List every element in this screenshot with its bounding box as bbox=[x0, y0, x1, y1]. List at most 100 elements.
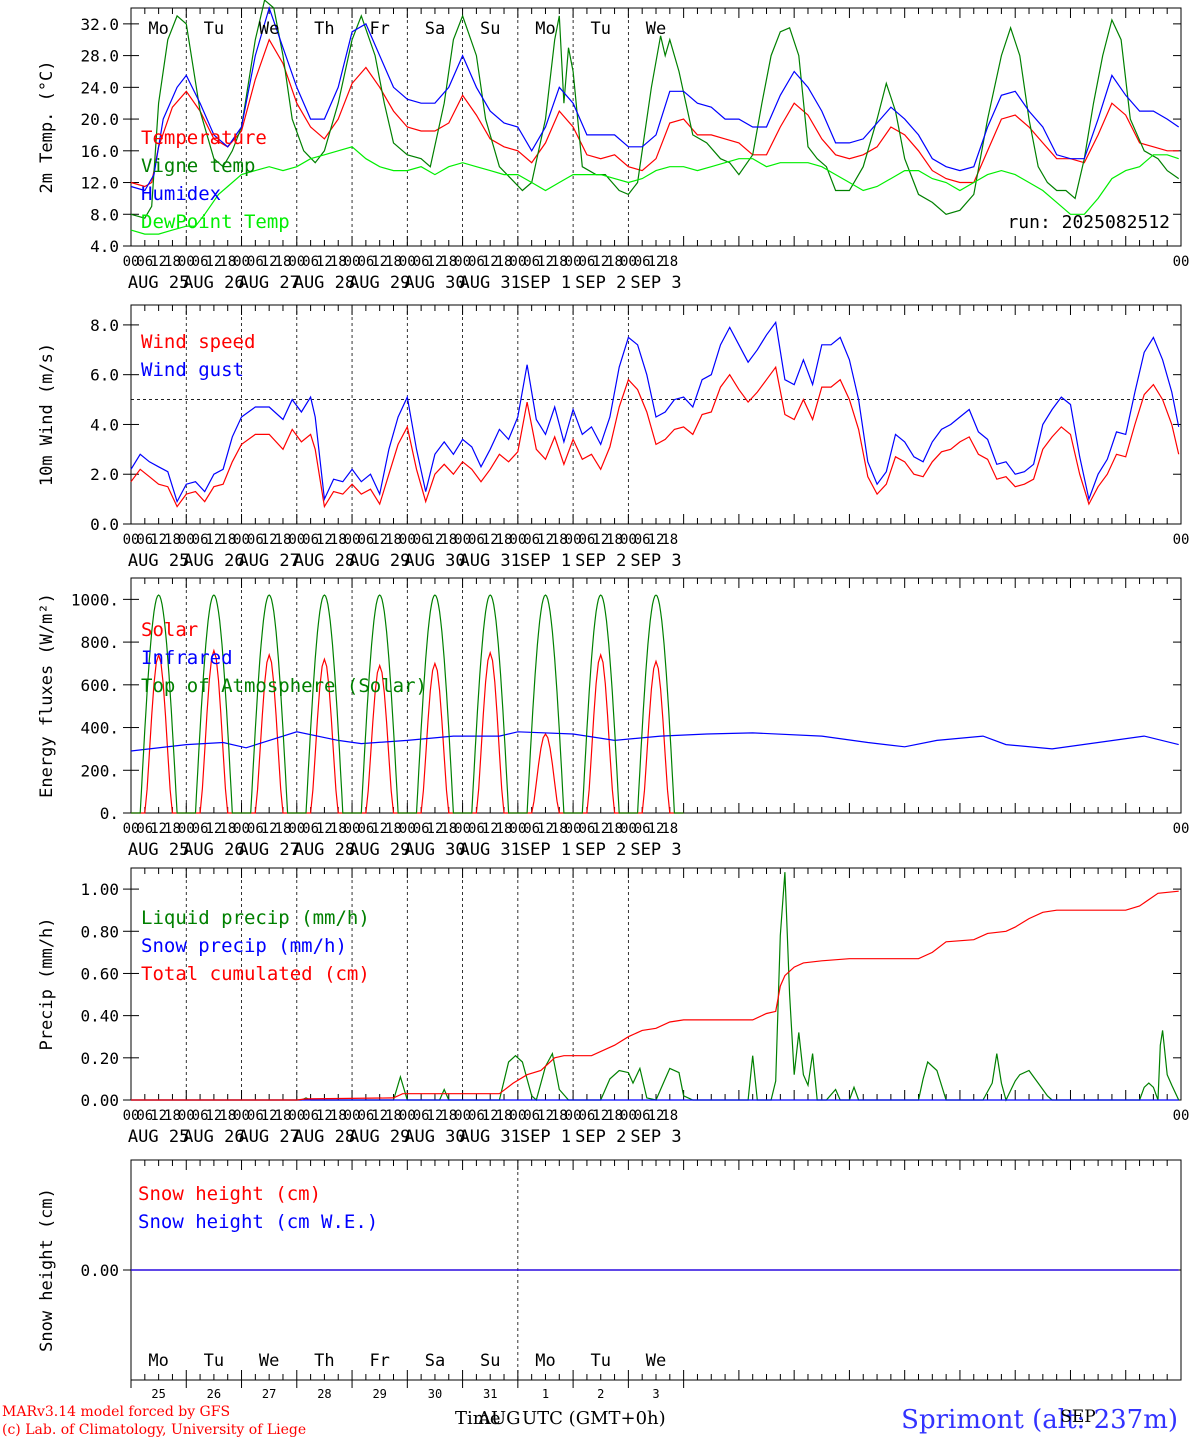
hour-tick-label: 18 bbox=[496, 1108, 513, 1124]
series-humidex bbox=[130, 6, 1180, 192]
weekday-label: Fr bbox=[369, 19, 389, 39]
date-label: AUG 26 bbox=[183, 840, 244, 860]
day-number-label: 25 bbox=[151, 1387, 165, 1401]
hour-tick-label: 00 bbox=[509, 254, 526, 270]
hour-tick-label: 06 bbox=[468, 821, 485, 837]
weekday-label: Sa bbox=[425, 1351, 445, 1371]
legend-entry: DewPoint Temp bbox=[141, 211, 290, 233]
series-wind-speed bbox=[130, 365, 1180, 509]
legend-entry: Top of Atmosphere (Solar) bbox=[141, 675, 427, 697]
y-tick-label: 200. bbox=[80, 761, 119, 780]
hour-tick-label: 12 bbox=[150, 821, 167, 837]
hour-tick-label: 00 bbox=[454, 821, 471, 837]
weekday-label: We bbox=[259, 19, 279, 39]
y-tick-label: 2.0 bbox=[90, 465, 119, 484]
hour-tick-label: 12 bbox=[482, 1108, 499, 1124]
date-label: AUG 28 bbox=[294, 1127, 355, 1147]
hour-tick-label: 12 bbox=[648, 254, 665, 270]
y-tick-label: 0.60 bbox=[80, 964, 119, 983]
hour-tick-label: 12 bbox=[261, 1108, 278, 1124]
hour-tick-label: 18 bbox=[606, 1108, 623, 1124]
weekday-label: Mo bbox=[148, 1351, 168, 1371]
y-tick-label: 0.00 bbox=[80, 1091, 119, 1110]
hour-tick-label: 06 bbox=[302, 821, 319, 837]
date-label: SEP 3 bbox=[630, 273, 681, 293]
hour-tick-label: 06 bbox=[634, 254, 651, 270]
hour-tick-label: 06 bbox=[192, 254, 209, 270]
hour-tick-label: 18 bbox=[496, 254, 513, 270]
day-number-label: 28 bbox=[317, 1387, 331, 1401]
hour-tick-label: 18 bbox=[385, 1108, 402, 1124]
date-label: SEP 3 bbox=[630, 1127, 681, 1147]
hour-tick-label: 06 bbox=[136, 821, 153, 837]
hour-tick-label: 06 bbox=[413, 254, 430, 270]
hour-tick-label: 12 bbox=[537, 821, 554, 837]
weekday-label: Tu bbox=[204, 19, 224, 39]
hour-tick-label: 12 bbox=[261, 254, 278, 270]
weekday-label: Mo bbox=[535, 19, 555, 39]
hour-tick-label: 18 bbox=[164, 532, 181, 548]
hour-tick-label: 12 bbox=[205, 821, 222, 837]
date-label: AUG 25 bbox=[128, 840, 189, 860]
date-label: AUG 31 bbox=[459, 840, 520, 860]
date-label: SEP 2 bbox=[575, 840, 626, 860]
date-label: SEP 3 bbox=[630, 551, 681, 571]
hour-tick-label: 00 bbox=[454, 1108, 471, 1124]
hour-tick-label: 12 bbox=[648, 532, 665, 548]
y-tick-label: 12.0 bbox=[80, 174, 119, 193]
hour-tick-label: 18 bbox=[496, 532, 513, 548]
hour-tick-label: 00 bbox=[123, 254, 140, 270]
hour-tick-label: 00 bbox=[1173, 821, 1190, 837]
y-tick-label: 0.0 bbox=[90, 515, 119, 534]
hour-tick-label: 00 bbox=[178, 254, 195, 270]
hour-tick-label: 18 bbox=[164, 254, 181, 270]
hour-tick-label: 06 bbox=[413, 821, 430, 837]
hour-tick-label: 00 bbox=[288, 821, 305, 837]
hour-tick-label: 18 bbox=[164, 1108, 181, 1124]
hour-tick-label: 06 bbox=[634, 532, 651, 548]
y-axis-title: Snow height (cm) bbox=[37, 1188, 57, 1352]
date-label: AUG 28 bbox=[294, 273, 355, 293]
hour-tick-label: 12 bbox=[150, 532, 167, 548]
hour-tick-label: 18 bbox=[385, 821, 402, 837]
y-axis-title: Energy fluxes (W/m²) bbox=[37, 593, 57, 798]
hour-tick-label: 00 bbox=[344, 254, 361, 270]
meteogram-panels: 4.08.012.016.020.024.028.032.02m Temp. (… bbox=[37, 0, 1189, 1401]
hour-tick-label: 00 bbox=[620, 1108, 637, 1124]
date-label: AUG 30 bbox=[404, 551, 465, 571]
weekday-label: Mo bbox=[535, 1351, 555, 1371]
hour-tick-label: 12 bbox=[592, 254, 609, 270]
weekday-label: We bbox=[259, 1351, 279, 1371]
y-tick-label: 20.0 bbox=[80, 110, 119, 129]
y-tick-label: 4.0 bbox=[90, 237, 119, 256]
hour-tick-label: 06 bbox=[523, 1108, 540, 1124]
hour-tick-label: 12 bbox=[427, 821, 444, 837]
hour-tick-label: 06 bbox=[578, 1108, 595, 1124]
legend-entry: Humidex bbox=[141, 183, 221, 205]
date-label: AUG 29 bbox=[349, 273, 410, 293]
date-label: SEP 2 bbox=[575, 273, 626, 293]
hour-tick-label: 18 bbox=[440, 254, 457, 270]
y-tick-label: 0. bbox=[100, 804, 119, 823]
hour-tick-label: 06 bbox=[247, 532, 264, 548]
hour-tick-label: 06 bbox=[192, 1108, 209, 1124]
weekday-label: We bbox=[646, 1351, 666, 1371]
y-tick-label: 8.0 bbox=[90, 205, 119, 224]
hour-tick-label: 00 bbox=[288, 532, 305, 548]
date-label: AUG 26 bbox=[183, 551, 244, 571]
hour-tick-label: 18 bbox=[385, 532, 402, 548]
hour-tick-label: 00 bbox=[288, 1108, 305, 1124]
hour-tick-label: 00 bbox=[1173, 254, 1190, 270]
hour-tick-label: 06 bbox=[302, 532, 319, 548]
panel-4: 0.00 0.20 0.40 0.60 0.80 1.00 Precip (mm/h) Liq… bbox=[37, 867, 1190, 1147]
hour-tick-label: 00 bbox=[1173, 1108, 1190, 1124]
date-label: AUG 29 bbox=[349, 1127, 410, 1147]
hour-tick-label: 00 bbox=[123, 1108, 140, 1124]
date-label: AUG 28 bbox=[294, 551, 355, 571]
hour-tick-label: 00 bbox=[399, 1108, 416, 1124]
hour-tick-label: 12 bbox=[592, 532, 609, 548]
hour-tick-label: 00 bbox=[178, 532, 195, 548]
day-number-label: 3 bbox=[652, 1387, 659, 1401]
day-number-label: 29 bbox=[372, 1387, 386, 1401]
date-label: AUG 28 bbox=[294, 840, 355, 860]
